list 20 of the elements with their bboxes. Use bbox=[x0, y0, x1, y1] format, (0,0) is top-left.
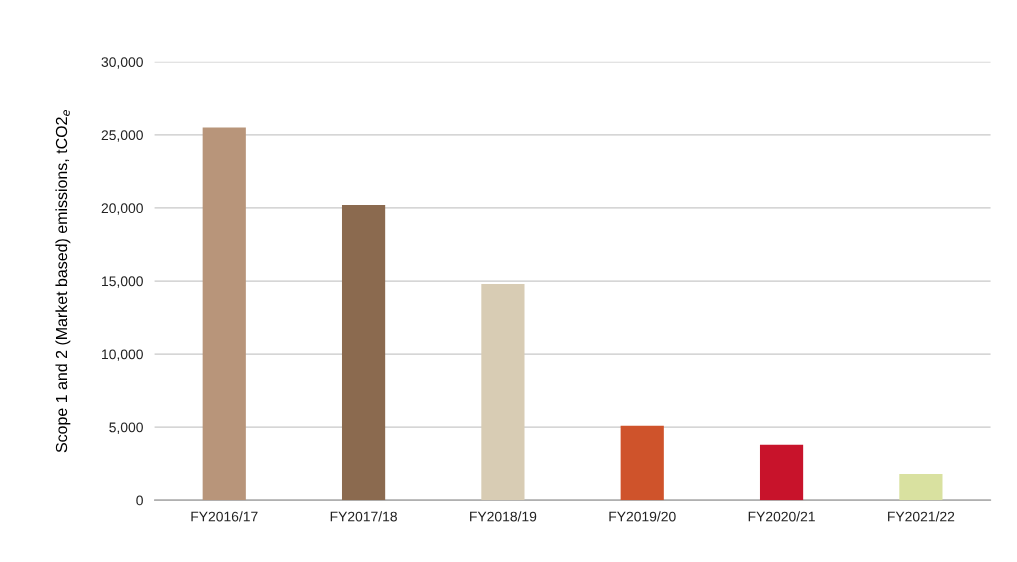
bar bbox=[481, 283, 525, 501]
x-tick-label: FY2019/20 bbox=[609, 511, 676, 522]
y-tick-label: 15,000 bbox=[102, 276, 143, 288]
x-tick-label: FY2021/22 bbox=[888, 511, 955, 522]
y-tick-label: 25,000 bbox=[101, 130, 143, 142]
y-tick-label: 0 bbox=[136, 495, 143, 506]
y-tick-label: 20,000 bbox=[101, 203, 143, 215]
x-tick-label: FY2018/19 bbox=[470, 511, 537, 522]
bar bbox=[759, 444, 804, 501]
x-tick-label: FY2020/21 bbox=[748, 511, 815, 522]
y-tick-label: 30,000 bbox=[101, 57, 143, 69]
x-tick-label: FY2016/17 bbox=[191, 511, 258, 522]
bar bbox=[202, 127, 246, 501]
bar bbox=[620, 425, 664, 501]
y-tick-label: 10,000 bbox=[102, 349, 143, 361]
bar bbox=[899, 473, 943, 501]
y-tick-label: 5,000 bbox=[109, 422, 143, 434]
y-axis-title: Scope 1 and 2 (Market based) emissions, tCO2$_{e}$ bbox=[55, 110, 71, 453]
bar bbox=[341, 205, 386, 501]
x-tick-label: FY2017/18 bbox=[330, 511, 397, 522]
